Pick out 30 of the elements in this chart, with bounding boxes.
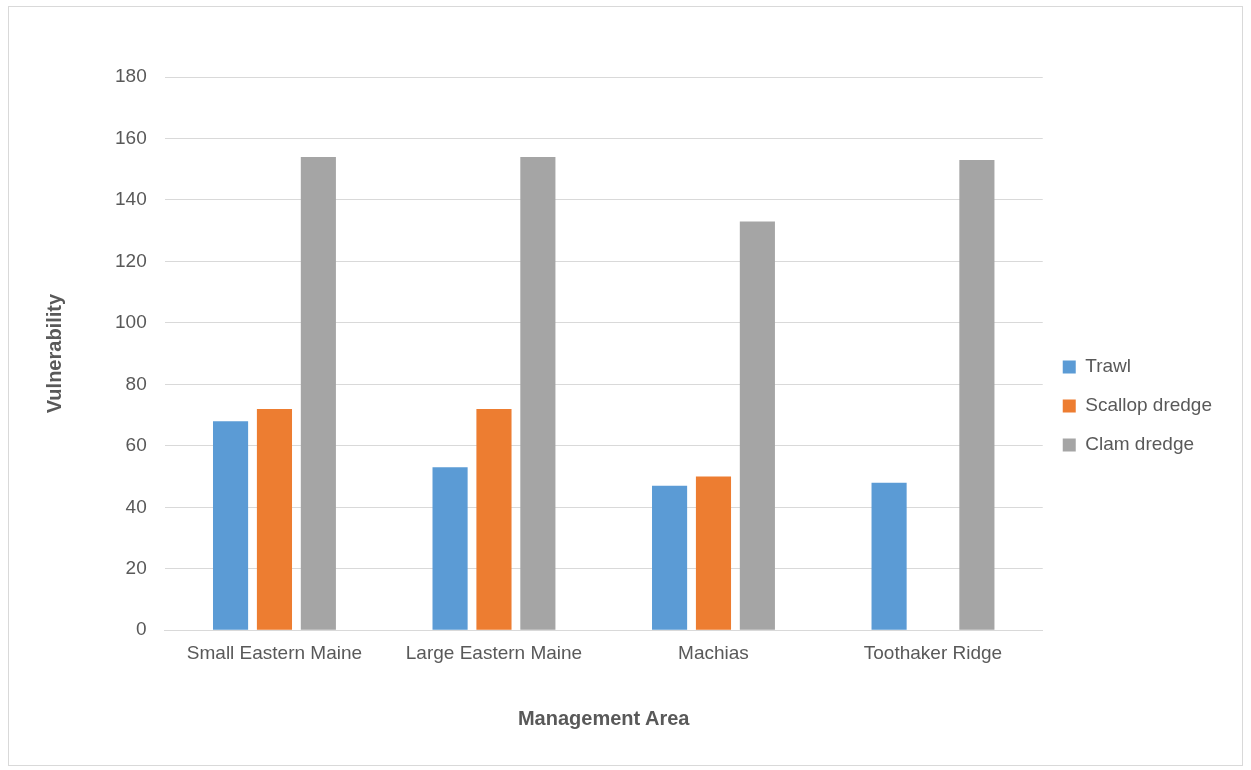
- legend-label: Clam dredge: [1085, 433, 1195, 455]
- bar: [871, 482, 907, 630]
- x-tick-label: Machias: [678, 641, 749, 663]
- bar: [520, 156, 556, 630]
- legend-label: Trawl: [1085, 355, 1131, 377]
- y-tick-label: 20: [125, 556, 147, 578]
- x-axis-title: Management Area: [517, 706, 691, 729]
- y-tick-label: 140: [115, 188, 147, 210]
- x-tick-label: Toothaker Ridge: [863, 641, 1003, 663]
- x-tick-label: Small Eastern Maine: [186, 641, 363, 663]
- bar: [432, 467, 468, 630]
- y-tick-label: 180: [115, 65, 147, 87]
- y-tick-label: 40: [125, 495, 147, 517]
- bar: [476, 408, 512, 630]
- y-tick-label: 0: [136, 618, 147, 640]
- bar: [212, 421, 249, 630]
- bar: [959, 159, 995, 630]
- bar: [652, 485, 688, 630]
- y-tick-label: 80: [125, 372, 147, 394]
- y-tick-label: 160: [115, 126, 147, 148]
- y-tick-label: 120: [115, 249, 147, 271]
- bar: [256, 408, 293, 630]
- bar: [695, 476, 732, 630]
- legend-label: Scallop dredge: [1085, 394, 1213, 416]
- x-tick-label: Large Eastern Maine: [405, 641, 583, 663]
- y-tick-label: 60: [125, 434, 147, 456]
- bar: [300, 156, 336, 630]
- y-tick-label: 100: [115, 311, 147, 333]
- bar: [739, 221, 775, 630]
- y-axis-title: Vulnerability: [42, 293, 65, 414]
